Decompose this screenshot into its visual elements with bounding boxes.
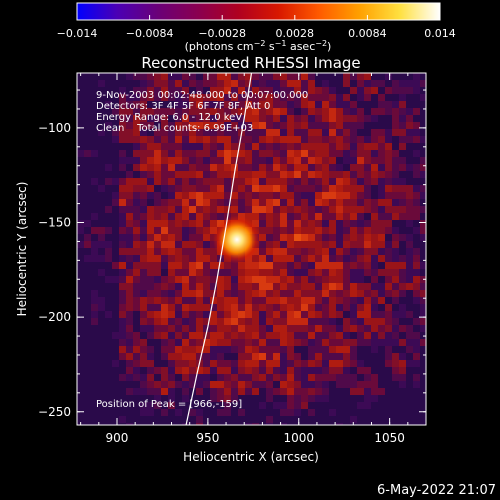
heatmap-image xyxy=(77,73,426,425)
colorbar xyxy=(76,2,441,21)
y-tick-label: −250 xyxy=(38,405,71,419)
colorbar-ticks: −0.014 −0.0084 −0.0028 0.0028 0.0084 0.014 xyxy=(57,15,456,40)
y-tick-label: −100 xyxy=(38,121,71,135)
annotation-detectors: Detectors: 3F 4F 5F 6F 7F 8F, Att 0 xyxy=(96,101,270,112)
x-axis: 900 950 1000 1050 xyxy=(80,73,427,445)
annotation-peak-position: Position of Peak = [966,-159] xyxy=(96,399,242,410)
colorbar-units: (photons cm−2 s−1 asec−2) xyxy=(185,39,332,53)
y-axis-label: Heliocentric Y (arcsec) xyxy=(15,182,29,317)
chart-title: Reconstructed RHESSI Image xyxy=(141,54,360,72)
x-tick-label: 1050 xyxy=(374,431,405,445)
colorbar-tick-label: −0.0084 xyxy=(126,27,174,40)
x-tick-label: 1000 xyxy=(283,431,314,445)
peak-source xyxy=(212,215,261,264)
y-axis: −100 −150 −200 −250 xyxy=(38,89,426,419)
colorbar-tick-label: 0.0084 xyxy=(348,27,387,40)
colorbar-tick-label: −0.0028 xyxy=(198,27,246,40)
colorbar-tick-label: 0.014 xyxy=(424,27,456,40)
annotation-time-range: 9-Nov-2003 00:02:48.000 to 00:07:00.000 xyxy=(96,90,308,101)
x-tick-label: 950 xyxy=(196,431,219,445)
footer-date: 6-May-2022 21:07 xyxy=(377,483,496,498)
annotation-clean-counts: Clean Total counts: 6.99E+03 xyxy=(96,123,253,134)
solar-limb-curve xyxy=(185,73,253,425)
x-tick-label: 900 xyxy=(106,431,129,445)
annotation-energy-range: Energy Range: 6.0 - 12.0 keV xyxy=(96,112,242,123)
colorbar-tick-label: −0.014 xyxy=(57,27,98,40)
plot-frame xyxy=(76,72,427,426)
y-tick-label: −150 xyxy=(38,216,71,230)
x-axis-label: Heliocentric X (arcsec) xyxy=(183,450,319,464)
y-tick-label: −200 xyxy=(38,310,71,324)
colorbar-tick-label: 0.0028 xyxy=(276,27,315,40)
